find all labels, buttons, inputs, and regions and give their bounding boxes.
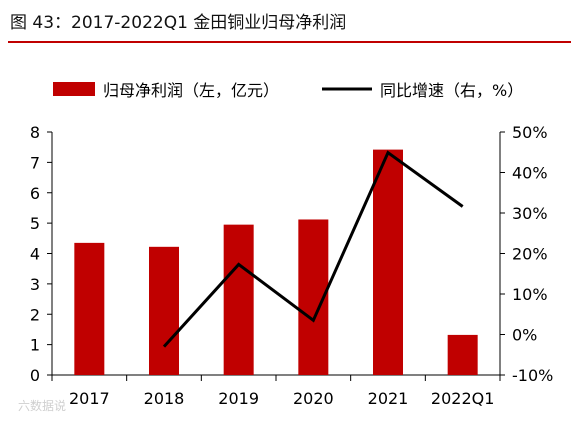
- left-tick-label: 1: [30, 336, 40, 355]
- x-tick-label: 2019: [218, 389, 259, 408]
- left-tick-label: 4: [30, 245, 40, 264]
- x-tick-label: 2022Q1: [431, 389, 495, 408]
- left-tick-label: 0: [30, 366, 40, 385]
- right-tick-label: 10%: [512, 285, 548, 304]
- legend-bar-label: 归母净利润（左，亿元）: [103, 81, 279, 100]
- right-tick-label: 20%: [512, 245, 548, 264]
- right-tick-label: 0%: [512, 326, 537, 345]
- legend-bar-swatch: [53, 82, 95, 96]
- x-tick-label: 2018: [144, 389, 185, 408]
- title-divider: [8, 41, 571, 43]
- legend-line-label: 同比增速（右，%）: [380, 81, 523, 100]
- left-tick-label: 3: [30, 275, 40, 294]
- right-tick-label: -10%: [512, 366, 553, 385]
- right-tick-label: 30%: [512, 204, 548, 223]
- left-tick-label: 2: [30, 305, 40, 324]
- bar-net-profit: [373, 149, 403, 375]
- x-tick-label: 2017: [69, 389, 110, 408]
- watermark: 六数据说: [18, 398, 66, 413]
- right-tick-label: 40%: [512, 164, 548, 183]
- left-tick-label: 5: [30, 214, 40, 233]
- chart-title: 图 43：2017-2022Q1 金田铜业归母净利润: [10, 13, 347, 33]
- bar-net-profit: [447, 334, 478, 375]
- x-tick-label: 2021: [368, 389, 409, 408]
- x-tick-label: 2020: [293, 389, 334, 408]
- left-tick-label: 8: [30, 123, 40, 142]
- left-tick-label: 6: [30, 184, 40, 203]
- right-tick-label: 50%: [512, 123, 548, 142]
- bar-net-profit: [223, 224, 254, 375]
- left-tick-label: 7: [30, 153, 40, 172]
- bar-net-profit: [149, 246, 179, 375]
- bar-net-profit: [74, 242, 105, 375]
- line-yoy-growth: [162, 150, 464, 348]
